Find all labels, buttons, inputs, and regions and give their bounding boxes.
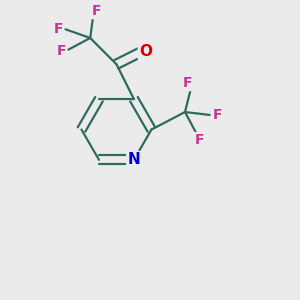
Text: F: F [195, 133, 204, 147]
Text: N: N [128, 152, 140, 167]
Text: F: F [56, 44, 66, 58]
Text: F: F [91, 4, 101, 18]
Text: F: F [183, 76, 193, 90]
Text: F: F [53, 22, 63, 36]
Text: O: O [139, 44, 152, 59]
Text: F: F [212, 108, 222, 122]
